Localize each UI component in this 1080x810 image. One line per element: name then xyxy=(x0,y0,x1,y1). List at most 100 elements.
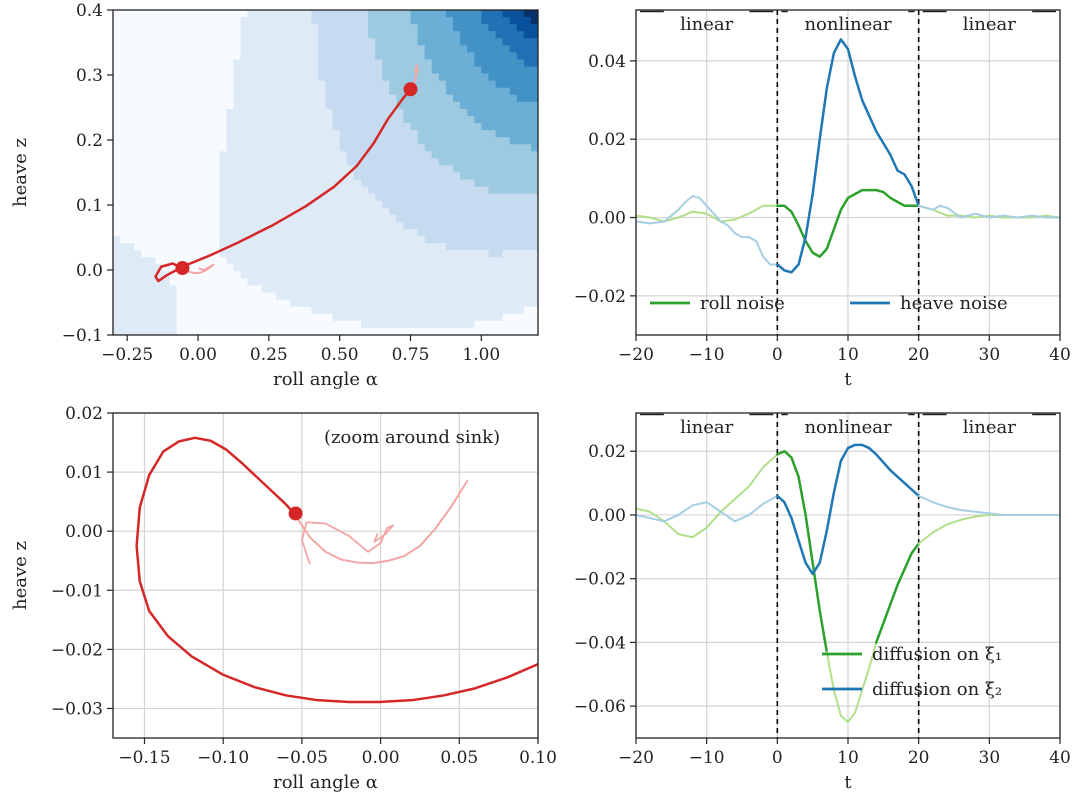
contour-cell xyxy=(502,73,511,82)
contour-cell xyxy=(155,17,164,25)
contour-cell xyxy=(396,243,405,251)
contour-cell xyxy=(127,278,135,287)
contour-cell xyxy=(304,115,312,124)
contour-cell xyxy=(353,165,362,174)
contour-cell xyxy=(219,137,227,145)
contour-cell xyxy=(127,285,135,294)
contour-cell xyxy=(198,271,206,280)
contour-cell xyxy=(198,313,206,322)
contour-cell xyxy=(198,214,206,223)
contour-cell xyxy=(304,94,312,103)
series-line xyxy=(181,263,215,275)
contour-cell xyxy=(134,200,142,209)
point-marker xyxy=(403,82,418,97)
contour-cell xyxy=(275,66,284,75)
contour-cell xyxy=(495,186,504,195)
contour-cell xyxy=(113,66,121,75)
contour-cell xyxy=(396,137,405,145)
contour-cell xyxy=(325,172,334,181)
contour-cell xyxy=(481,52,490,61)
contour-cell xyxy=(360,31,369,39)
contour-cell xyxy=(495,17,504,25)
contour-cell xyxy=(431,123,440,131)
contour-cell xyxy=(431,278,440,287)
contour-cell xyxy=(127,108,135,117)
contour-cell xyxy=(375,186,383,195)
contour-cell xyxy=(283,87,291,96)
contour-cell xyxy=(155,250,164,258)
contour-cell xyxy=(488,158,497,167)
contour-cell xyxy=(226,123,235,131)
contour-cell xyxy=(410,264,419,273)
y-axis-label: heave z xyxy=(10,541,31,610)
contour-cell xyxy=(261,59,270,68)
contour-cell xyxy=(311,80,320,89)
contour-cell xyxy=(495,165,504,174)
contour-cell xyxy=(304,186,312,195)
contour-cell xyxy=(360,59,369,68)
contour-cell xyxy=(226,179,235,188)
contour-cell xyxy=(481,123,490,131)
contour-cell xyxy=(339,151,348,159)
contour-cell xyxy=(134,123,142,131)
contour-cell xyxy=(353,137,362,145)
contour-cell xyxy=(417,200,426,209)
contour-cell xyxy=(134,24,142,32)
contour-cell xyxy=(396,87,405,96)
contour-cell xyxy=(127,115,135,124)
contour-cell xyxy=(332,221,341,230)
contour-cell xyxy=(403,144,412,152)
contour-cell xyxy=(141,207,150,216)
contour-cell xyxy=(438,87,447,96)
contour-cell xyxy=(261,200,270,209)
contour-cell xyxy=(290,306,298,315)
contour-cell xyxy=(375,101,383,110)
contour-cell xyxy=(254,193,263,202)
contour-cell xyxy=(460,52,468,61)
contour-cell xyxy=(523,179,532,188)
contour-cell xyxy=(368,292,376,301)
contour-cell xyxy=(417,17,426,25)
contour-cell xyxy=(247,123,256,131)
contour-cell xyxy=(339,123,348,131)
contour-cell xyxy=(275,320,284,329)
contour-cell xyxy=(431,179,440,188)
contour-cell xyxy=(141,193,150,202)
contour-cell xyxy=(290,271,298,280)
contour-cell xyxy=(304,52,312,61)
contour-cell xyxy=(481,264,490,273)
contour-cell xyxy=(509,17,518,25)
contour-cell xyxy=(403,186,412,195)
contour-cell xyxy=(474,186,482,195)
contour-cell xyxy=(396,165,405,174)
contour-cell xyxy=(113,221,121,230)
contour-cell xyxy=(530,179,538,188)
contour-cell xyxy=(438,250,447,258)
contour-cell xyxy=(488,38,497,46)
contour-cell xyxy=(467,243,475,251)
contour-cell xyxy=(254,299,263,308)
contour-cell xyxy=(176,320,185,329)
contour-cell xyxy=(346,278,355,287)
contour-cell xyxy=(226,320,235,329)
contour-cell xyxy=(233,236,242,244)
contour-cell xyxy=(389,179,397,188)
contour-cell xyxy=(346,123,355,131)
contour-cell xyxy=(523,257,532,265)
contour-cell xyxy=(134,94,142,103)
contour-cell xyxy=(410,17,419,25)
contour-cell xyxy=(410,221,419,230)
contour-cell xyxy=(453,327,461,335)
contour-cell xyxy=(523,151,532,159)
contour-cell xyxy=(389,200,397,209)
contour-cell xyxy=(162,200,171,209)
contour-cell xyxy=(176,221,185,230)
contour-cell xyxy=(495,278,504,287)
contour-cell xyxy=(368,193,376,202)
contour-cell xyxy=(445,52,454,61)
contour-cell xyxy=(169,186,178,195)
contour-cell xyxy=(283,130,291,138)
contour-cell xyxy=(190,221,199,230)
contour-cell xyxy=(240,130,249,138)
contour-cell xyxy=(382,101,390,110)
